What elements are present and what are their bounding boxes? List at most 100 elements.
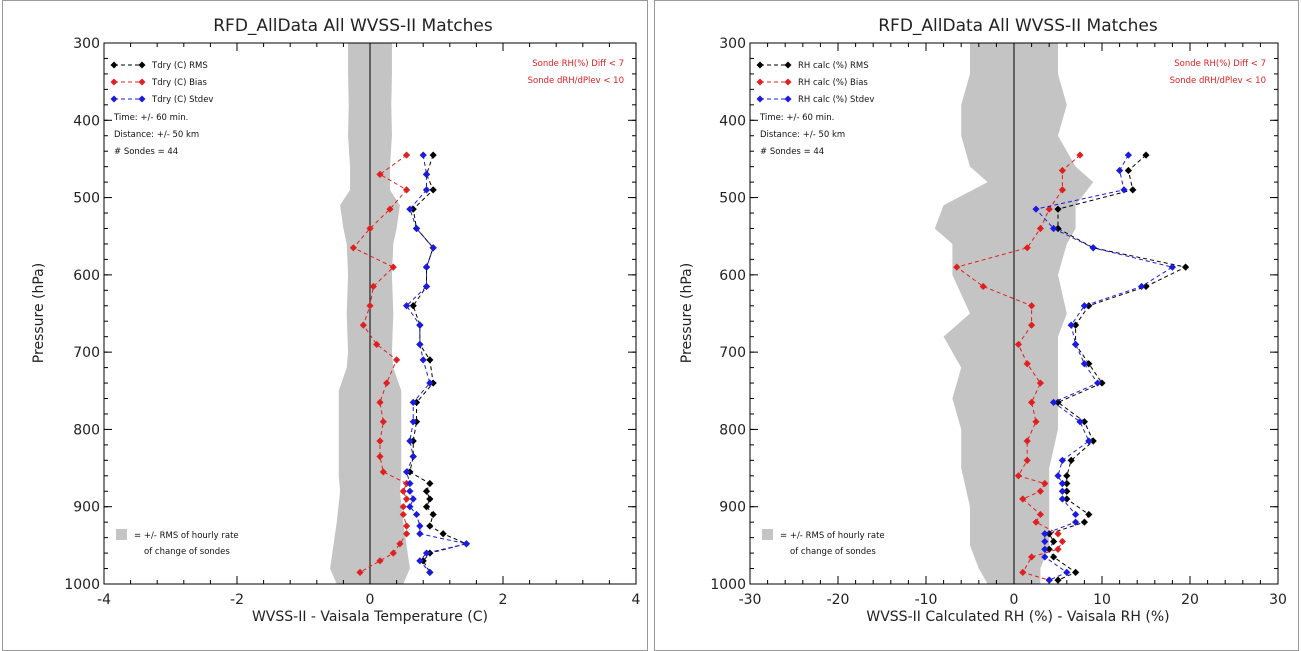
band-legend-text: = +/- RMS of hourly rate <box>780 531 885 541</box>
data-point <box>399 487 407 495</box>
data-point <box>426 479 434 488</box>
x-axis-label: WVSS-II Calculated RH (%) - Vaisala RH (… <box>866 609 1169 625</box>
legend-swatch-marker <box>756 78 764 86</box>
data-point <box>1072 510 1080 519</box>
data-point <box>399 510 407 519</box>
data-point <box>406 205 414 213</box>
x-tick-label: 30 <box>1269 592 1287 608</box>
data-point <box>1089 244 1097 252</box>
data-point <box>1116 166 1124 175</box>
data-point <box>1036 379 1044 387</box>
data-point <box>416 321 424 329</box>
data-point <box>426 356 434 364</box>
data-point <box>422 263 431 271</box>
legend-label: Tdry (C) Stdev <box>151 95 213 105</box>
legend-swatch-marker <box>784 61 792 69</box>
series-line <box>405 154 467 573</box>
data-point <box>373 340 381 349</box>
y-tick-label: 600 <box>73 268 100 284</box>
data-point <box>462 540 471 548</box>
data-point <box>1124 166 1132 175</box>
data-point <box>402 468 411 476</box>
data-point <box>1168 263 1176 271</box>
data-point <box>1058 495 1066 503</box>
legend-swatch-marker <box>756 95 764 103</box>
data-point <box>1072 321 1080 329</box>
y-tick-label: 600 <box>719 268 746 284</box>
data-point <box>1041 537 1049 546</box>
data-point <box>429 186 437 194</box>
data-point <box>1182 263 1190 271</box>
y-axis-label: Pressure (hPa) <box>679 263 695 363</box>
y-tick-label: 1000 <box>710 577 746 593</box>
data-point <box>426 379 434 387</box>
data-point <box>1036 224 1044 233</box>
data-point <box>1054 472 1062 480</box>
info-text: # Sondes = 44 <box>760 147 824 157</box>
x-tick-label: -4 <box>97 592 111 608</box>
data-point <box>429 151 437 159</box>
data-point <box>1028 321 1036 329</box>
y-tick-label: 700 <box>719 345 746 361</box>
data-point <box>1063 495 1071 503</box>
data-point <box>1080 360 1088 368</box>
data-point <box>389 263 397 271</box>
data-point <box>409 398 417 406</box>
data-point <box>1085 437 1093 445</box>
data-point <box>1129 186 1137 194</box>
data-point <box>409 418 417 426</box>
filter-text: Sonde RH(%) Diff < 7 <box>1174 59 1266 69</box>
data-point <box>376 452 384 461</box>
filter-text: Sonde dRH/dPlev < 10 <box>1170 76 1266 86</box>
data-point <box>1138 282 1146 291</box>
data-point <box>376 557 384 565</box>
series-line <box>409 154 468 573</box>
data-point <box>426 522 434 530</box>
data-point <box>402 302 411 310</box>
data-point <box>1063 472 1071 480</box>
temperature-chart: RFD_AllData All WVSS-II Matches -4 -2 0 2 4 3… <box>31 16 641 625</box>
data-point <box>379 468 387 476</box>
data-point <box>416 557 424 565</box>
y-tick-label: 400 <box>719 113 746 129</box>
band-legend-text: = +/- RMS of hourly rate <box>134 531 239 541</box>
data-point <box>1028 553 1036 561</box>
data-point <box>406 437 414 445</box>
y-tick-label: 500 <box>73 191 100 207</box>
y-tick-label: 800 <box>73 422 100 438</box>
x-tick-label: -10 <box>915 592 938 608</box>
legend-swatch-marker <box>138 61 146 69</box>
y-axis-label: Pressure (hPa) <box>31 263 47 363</box>
data-point <box>1041 553 1049 561</box>
data-point <box>409 452 417 461</box>
data-point <box>1045 576 1053 584</box>
data-point <box>406 503 414 511</box>
data-point <box>439 530 447 538</box>
x-tick-label: 0 <box>1010 592 1019 608</box>
data-point <box>426 568 434 577</box>
legend-swatch-marker <box>784 78 792 86</box>
data-point <box>1023 456 1031 464</box>
data-point <box>412 510 421 519</box>
filter-text: Sonde dRH/dPlev < 10 <box>528 76 624 86</box>
info-text: Time: +/- 60 min. <box>113 113 188 123</box>
data-point <box>1041 530 1049 538</box>
data-point <box>1058 166 1066 175</box>
data-point <box>402 186 411 194</box>
data-point <box>1041 545 1049 553</box>
data-point <box>1072 568 1080 577</box>
chart-panel-right: RFD_AllData All WVSS-II Matches -30 -20 -1… <box>654 0 1299 651</box>
data-point <box>1023 437 1031 445</box>
y-tick-label: 700 <box>73 345 100 361</box>
data-point <box>422 487 431 495</box>
data-point <box>416 530 424 538</box>
data-point <box>1050 537 1058 546</box>
data-point <box>1023 360 1031 368</box>
data-point <box>1080 518 1088 526</box>
y-tick-label: 800 <box>719 422 746 438</box>
data-point <box>1050 553 1058 561</box>
data-point <box>1058 537 1066 546</box>
y-tick-label: 300 <box>719 36 746 52</box>
data-point <box>422 282 431 291</box>
legend-label: RH calc (%) Bias <box>798 78 868 88</box>
